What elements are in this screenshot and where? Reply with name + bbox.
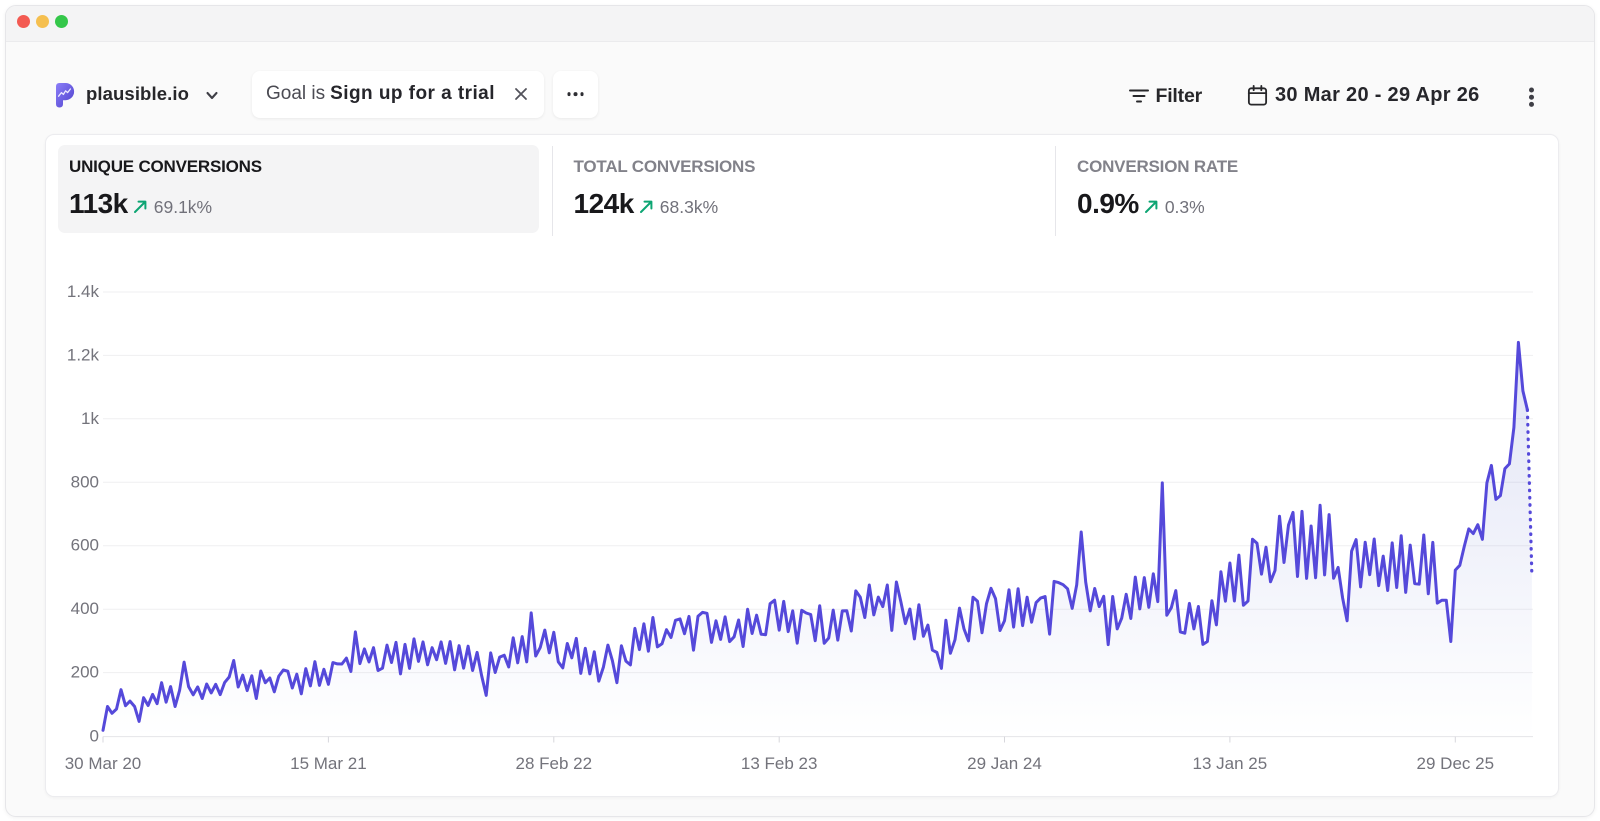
svg-text:30 Mar 20: 30 Mar 20 xyxy=(65,754,142,773)
svg-text:13 Feb 23: 13 Feb 23 xyxy=(741,754,818,773)
svg-text:1.2k: 1.2k xyxy=(67,345,100,364)
svg-text:200: 200 xyxy=(71,663,99,682)
svg-text:28 Feb 22: 28 Feb 22 xyxy=(516,754,593,773)
svg-text:0: 0 xyxy=(90,727,99,746)
svg-text:800: 800 xyxy=(71,472,99,491)
svg-text:1k: 1k xyxy=(81,409,99,428)
svg-text:1.4k: 1.4k xyxy=(67,282,100,301)
svg-text:400: 400 xyxy=(71,599,99,618)
svg-text:29 Dec 25: 29 Dec 25 xyxy=(1417,754,1495,773)
svg-text:13 Jan 25: 13 Jan 25 xyxy=(1193,754,1268,773)
svg-text:29 Jan 24: 29 Jan 24 xyxy=(967,754,1042,773)
svg-text:600: 600 xyxy=(71,536,99,555)
svg-text:15 Mar 21: 15 Mar 21 xyxy=(290,754,367,773)
